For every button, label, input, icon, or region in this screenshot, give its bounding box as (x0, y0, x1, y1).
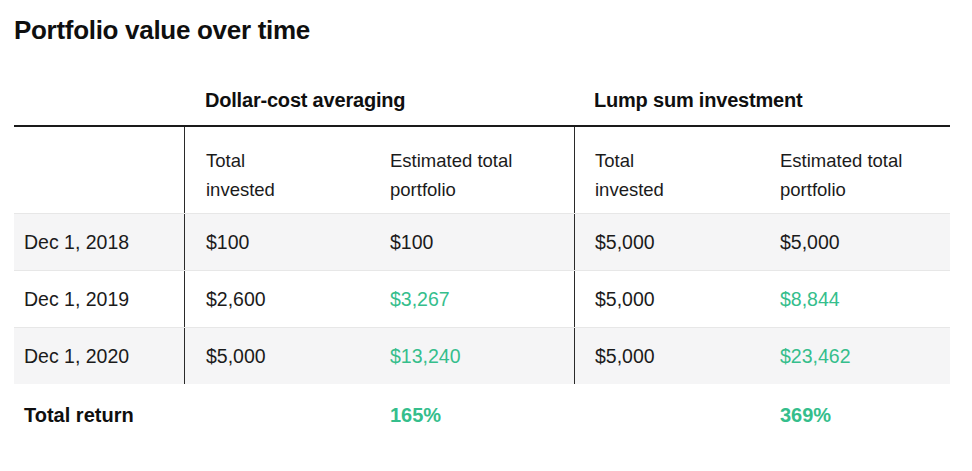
empty-footer-cell (574, 404, 759, 427)
empty-subheader-cell (14, 127, 184, 213)
empty-footer-cell (184, 404, 369, 427)
column-group-lump-sum-investment: Lump sum investment (574, 89, 950, 125)
lump-total-invested-value: $5,000 (574, 328, 759, 384)
dca-estimated-portfolio-value: $3,267 (369, 271, 574, 327)
subheader-lump-estimated-portfolio: Estimated total portfolio (759, 127, 950, 213)
lump-total-invested-value: $5,000 (574, 214, 759, 270)
dca-estimated-portfolio-value: $100 (369, 214, 574, 270)
dca-total-invested-value: $2,600 (184, 271, 369, 327)
subheader-dca-estimated-portfolio: Estimated total portfolio (369, 127, 574, 213)
dca-total-return-value: 165% (369, 404, 574, 427)
portfolio-comparison-table: Dollar-cost averaging Lump sum investmen… (14, 44, 950, 427)
subheader-dca-total-invested: Total invested (184, 127, 369, 213)
page-title: Portfolio value over time (14, 16, 972, 44)
column-group-dollar-cost-averaging: Dollar-cost averaging (184, 89, 574, 125)
portfolio-comparison-page: Portfolio value over time Dollar-cost av… (0, 0, 972, 471)
dca-total-invested-value: $5,000 (184, 328, 369, 384)
row-date: Dec 1, 2020 (14, 328, 184, 384)
total-return-label: Total return (14, 404, 184, 427)
dca-total-invested-value: $100 (184, 214, 369, 270)
lump-estimated-portfolio-value: $8,844 (759, 271, 950, 327)
subheader-row: Total invested Estimated total portfolio… (14, 127, 950, 213)
lump-total-return-value: 369% (759, 404, 950, 427)
table-row-dec-2018: Dec 1, 2018 $100 $100 $5,000 $5,000 (14, 213, 950, 270)
lump-total-invested-value: $5,000 (574, 271, 759, 327)
table-row-dec-2020: Dec 1, 2020 $5,000 $13,240 $5,000 $23,46… (14, 327, 950, 384)
total-return-row: Total return 165% 369% (14, 384, 950, 427)
table-row-dec-2019: Dec 1, 2019 $2,600 $3,267 $5,000 $8,844 (14, 270, 950, 327)
empty-corner-cell (14, 112, 184, 125)
lump-estimated-portfolio-value: $5,000 (759, 214, 950, 270)
lump-estimated-portfolio-value: $23,462 (759, 328, 950, 384)
subheader-lump-total-invested: Total invested (574, 127, 759, 213)
column-group-header-row: Dollar-cost averaging Lump sum investmen… (14, 44, 950, 127)
row-date: Dec 1, 2018 (14, 214, 184, 270)
row-date: Dec 1, 2019 (14, 271, 184, 327)
dca-estimated-portfolio-value: $13,240 (369, 328, 574, 384)
